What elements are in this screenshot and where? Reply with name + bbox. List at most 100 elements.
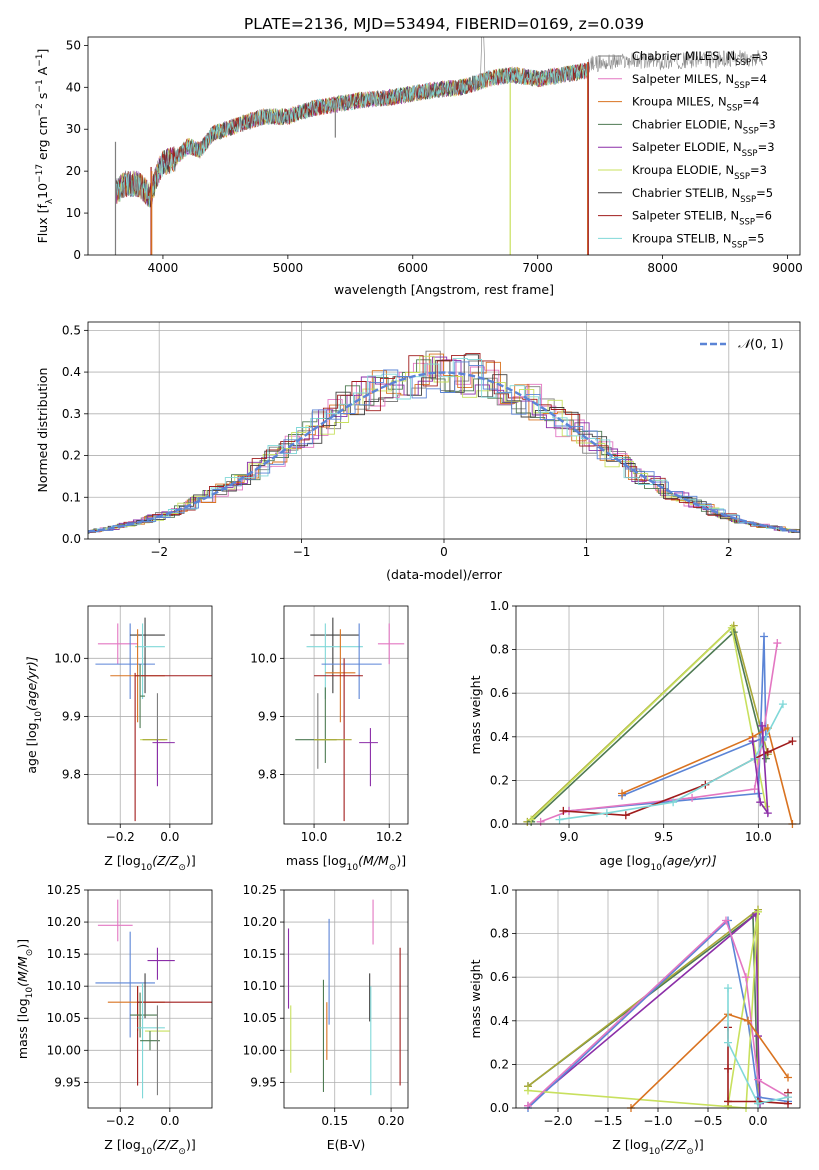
- axes-frame: [283, 605, 409, 825]
- y-tick-label: 10.20: [47, 915, 81, 929]
- weight-marker: [602, 809, 611, 818]
- weight-marker: [758, 721, 767, 730]
- weight-marker: [784, 1093, 792, 1102]
- y-axis-label: mass [log10(M/M⊙)]: [15, 939, 35, 1059]
- y-tick-label: 10: [66, 206, 81, 220]
- weight-marker: [760, 632, 769, 641]
- spectrum-panel: 4000 5000 6000 7000 8000 9000 0 10 20 30 40 50 Chab…: [35, 36, 803, 297]
- x-axis-label: mass [log10(M/M⊙)]: [286, 853, 406, 873]
- y-tick-label: 0.4: [490, 730, 509, 744]
- y-tick-label: 10.0: [250, 651, 277, 665]
- weight-marker: [724, 1097, 732, 1106]
- y-tick-label: 20: [66, 164, 81, 178]
- y-tick-label: 0.2: [62, 449, 81, 463]
- spectrum-line: [115, 64, 588, 208]
- x-tick-label: 5000: [273, 261, 304, 275]
- x-tick-label: 10.2: [376, 830, 403, 844]
- weight-line: [530, 630, 767, 823]
- y-tick-label: 0.8: [490, 643, 509, 657]
- y-axis-label: mass weight: [468, 675, 483, 754]
- residuals-panel: −2 −1 0 1 2 0.0 0.1 0.2 0.3 0.4 0.5 𝒩(0, 1) (data-…: [35, 321, 801, 582]
- y-tick-label: 0.4: [490, 1014, 509, 1028]
- halpha-peak: [479, 37, 486, 88]
- spectrum-line: [115, 63, 588, 205]
- axes-frame: [283, 889, 409, 1109]
- y-tick-label: 10.20: [243, 915, 277, 929]
- y-tick-label: 9.95: [54, 1075, 81, 1089]
- residuals-ylabel: Normed distribution: [35, 368, 50, 493]
- z-mass-panel: −0.2 0.0 9.95 10.00 10.05 10.10 10.15 10.20 10.2…: [15, 883, 213, 1157]
- x-tick-label: 9000: [772, 261, 803, 275]
- y-tick-label: 30: [66, 122, 81, 136]
- weight-marker: [724, 1038, 732, 1047]
- spectrum-xlabel: wavelength [Angstrom, rest frame]: [334, 282, 554, 297]
- weight-marker: [524, 1086, 532, 1095]
- normal-curve: [88, 371, 800, 533]
- x-tick-label: 0.0: [160, 1114, 179, 1128]
- legend-entry: Kroupa ELODIE, NSSP=3: [632, 163, 767, 182]
- normal-legend-args: (0, 1): [750, 336, 784, 351]
- x-tick-label: 2: [725, 545, 733, 559]
- weight-marker: [784, 1073, 792, 1082]
- weight-marker: [527, 815, 536, 824]
- weight-marker: [555, 815, 564, 824]
- z-age-panel: −0.2 0.0 9.8 9.9 10.0 Z [log10(Z/Z⊙)] age [log…: [24, 605, 213, 873]
- legend-entry: Salpeter MILES, NSSP=4: [632, 72, 767, 91]
- legend-entry: Kroupa STELIB, NSSP=5: [632, 231, 764, 250]
- y-tick-label: 10.05: [243, 1011, 277, 1025]
- weight-marker: [727, 623, 736, 632]
- y-tick-label: 10.25: [243, 883, 277, 897]
- y-tick-label: 0.2: [490, 773, 509, 787]
- weight-marker: [559, 806, 568, 815]
- x-axis-label: Z [log10(Z/Z⊙)]: [612, 1137, 703, 1157]
- y-tick-label: 0.6: [490, 970, 509, 984]
- weight-marker: [754, 1075, 762, 1084]
- y-tick-label: 10.10: [243, 979, 277, 993]
- weight-marker: [748, 737, 757, 746]
- x-tick-label: 6000: [397, 261, 428, 275]
- weight-marker: [773, 639, 782, 648]
- legend-entry: Salpeter ELODIE, NSSP=3: [632, 140, 775, 159]
- x-tick-label: 7000: [522, 261, 553, 275]
- weight-marker: [763, 809, 772, 818]
- y-tick-label: 40: [66, 80, 81, 94]
- residuals-xlabel: (data-model)/error: [386, 567, 503, 582]
- residuals-legend: 𝒩(0, 1): [700, 336, 784, 351]
- spectrum-plot-area: 4000 5000 6000 7000 8000 9000 0 10 20 30 40 50: [66, 36, 803, 275]
- y-tick-label: 0.0: [490, 1101, 509, 1115]
- y-tick-label: 0.2: [490, 1057, 509, 1071]
- y-tick-label: 1.0: [490, 883, 509, 897]
- weight-marker: [669, 798, 678, 807]
- y-tick-label: 9.8: [62, 768, 81, 782]
- y-tick-label: 10.0: [54, 651, 81, 665]
- x-tick-label: 1: [583, 545, 591, 559]
- residuals-plot-area: −2 −1 0 1 2 0.0 0.1 0.2 0.3 0.4 0.5: [62, 321, 801, 559]
- axes-frame: [87, 889, 213, 1109]
- y-tick-label: 10.25: [47, 883, 81, 897]
- weight-marker: [778, 700, 787, 709]
- x-tick-label: 0.15: [321, 1114, 348, 1128]
- x-axis-label: E(B-V): [327, 1137, 366, 1152]
- y-tick-label: 0: [73, 248, 81, 262]
- y-tick-label: 10.00: [243, 1043, 277, 1057]
- weight-line: [727, 988, 789, 1105]
- y-tick-label: 0.0: [62, 532, 81, 546]
- x-axis-label: Z [log10(Z/Z⊙)]: [104, 1137, 195, 1157]
- y-tick-label: 9.9: [62, 709, 81, 723]
- x-tick-label: −2: [150, 545, 168, 559]
- weight-marker: [618, 789, 627, 798]
- y-axis-label: age [log10(age/yr)]: [24, 656, 44, 773]
- y-tick-label: 9.9: [258, 709, 277, 723]
- spectrum-line: [115, 63, 588, 208]
- x-tick-label: 9.5: [654, 830, 673, 844]
- ebv-mass-panel: 0.15 0.20 9.95 10.00 10.05 10.10 10.15 10.20 10.…: [243, 883, 409, 1152]
- x-tick-label: 8000: [647, 261, 678, 275]
- spectrum-legend: Chabrier MILES, NSSP=3 Salpeter MILES, NS…: [598, 49, 776, 250]
- x-tick-label: −0.5: [693, 1114, 722, 1128]
- figure-title: PLATE=2136, MJD=53494, FIBERID=0169, z=0…: [244, 15, 644, 33]
- spectrum-line: [115, 62, 588, 206]
- legend-entry: Chabrier MILES, NSSP=3: [632, 49, 768, 68]
- weight-line: [530, 626, 767, 821]
- weight-line: [630, 1013, 789, 1109]
